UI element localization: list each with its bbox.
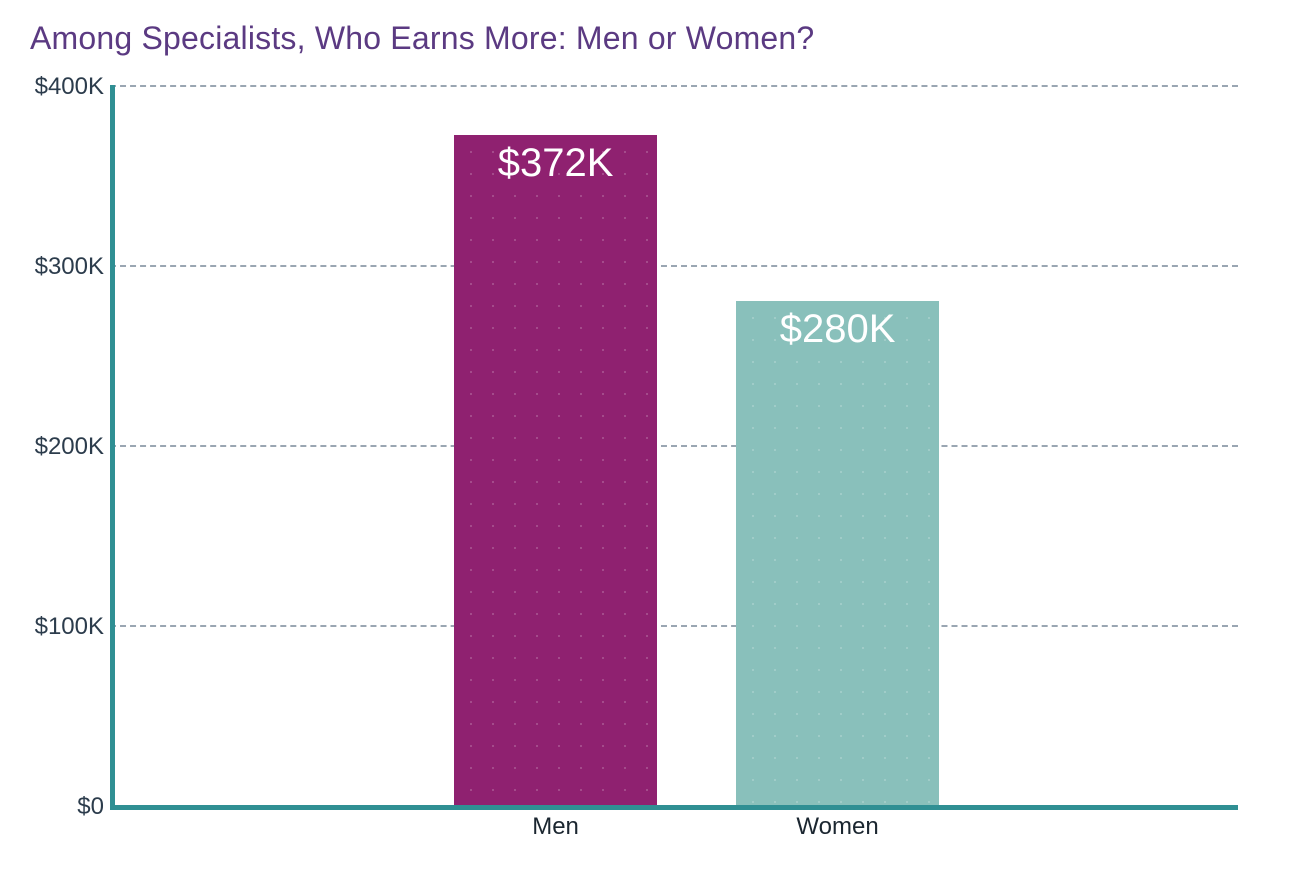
gridline: $100K: [110, 625, 1238, 627]
bar-pattern: [736, 301, 939, 805]
bar-value-women: $280K: [780, 307, 896, 352]
gridline: $200K: [110, 445, 1238, 447]
y-tick-label: $0: [77, 793, 110, 821]
bar-value-men: $372K: [498, 141, 614, 186]
bar-women: $280K: [736, 301, 939, 805]
gridline: $400K: [110, 85, 1238, 87]
bar-pattern: [454, 135, 657, 805]
bar-men: $372K: [454, 135, 657, 805]
x-tick-label-women: Women: [796, 805, 878, 841]
x-axis-line: [110, 805, 1238, 810]
y-tick-label: $300K: [35, 253, 110, 281]
y-tick-label: $400K: [35, 73, 110, 101]
y-tick-label: $100K: [35, 613, 110, 641]
y-axis-line: [110, 85, 115, 810]
x-tick-label-men: Men: [532, 805, 579, 841]
gridline: $300K: [110, 265, 1238, 267]
chart-plot-area: $0 $100K $200K $300K $400K $372K $280K M…: [110, 85, 1238, 805]
y-tick-label: $200K: [35, 433, 110, 461]
chart-title: Among Specialists, Who Earns More: Men o…: [30, 20, 1260, 57]
